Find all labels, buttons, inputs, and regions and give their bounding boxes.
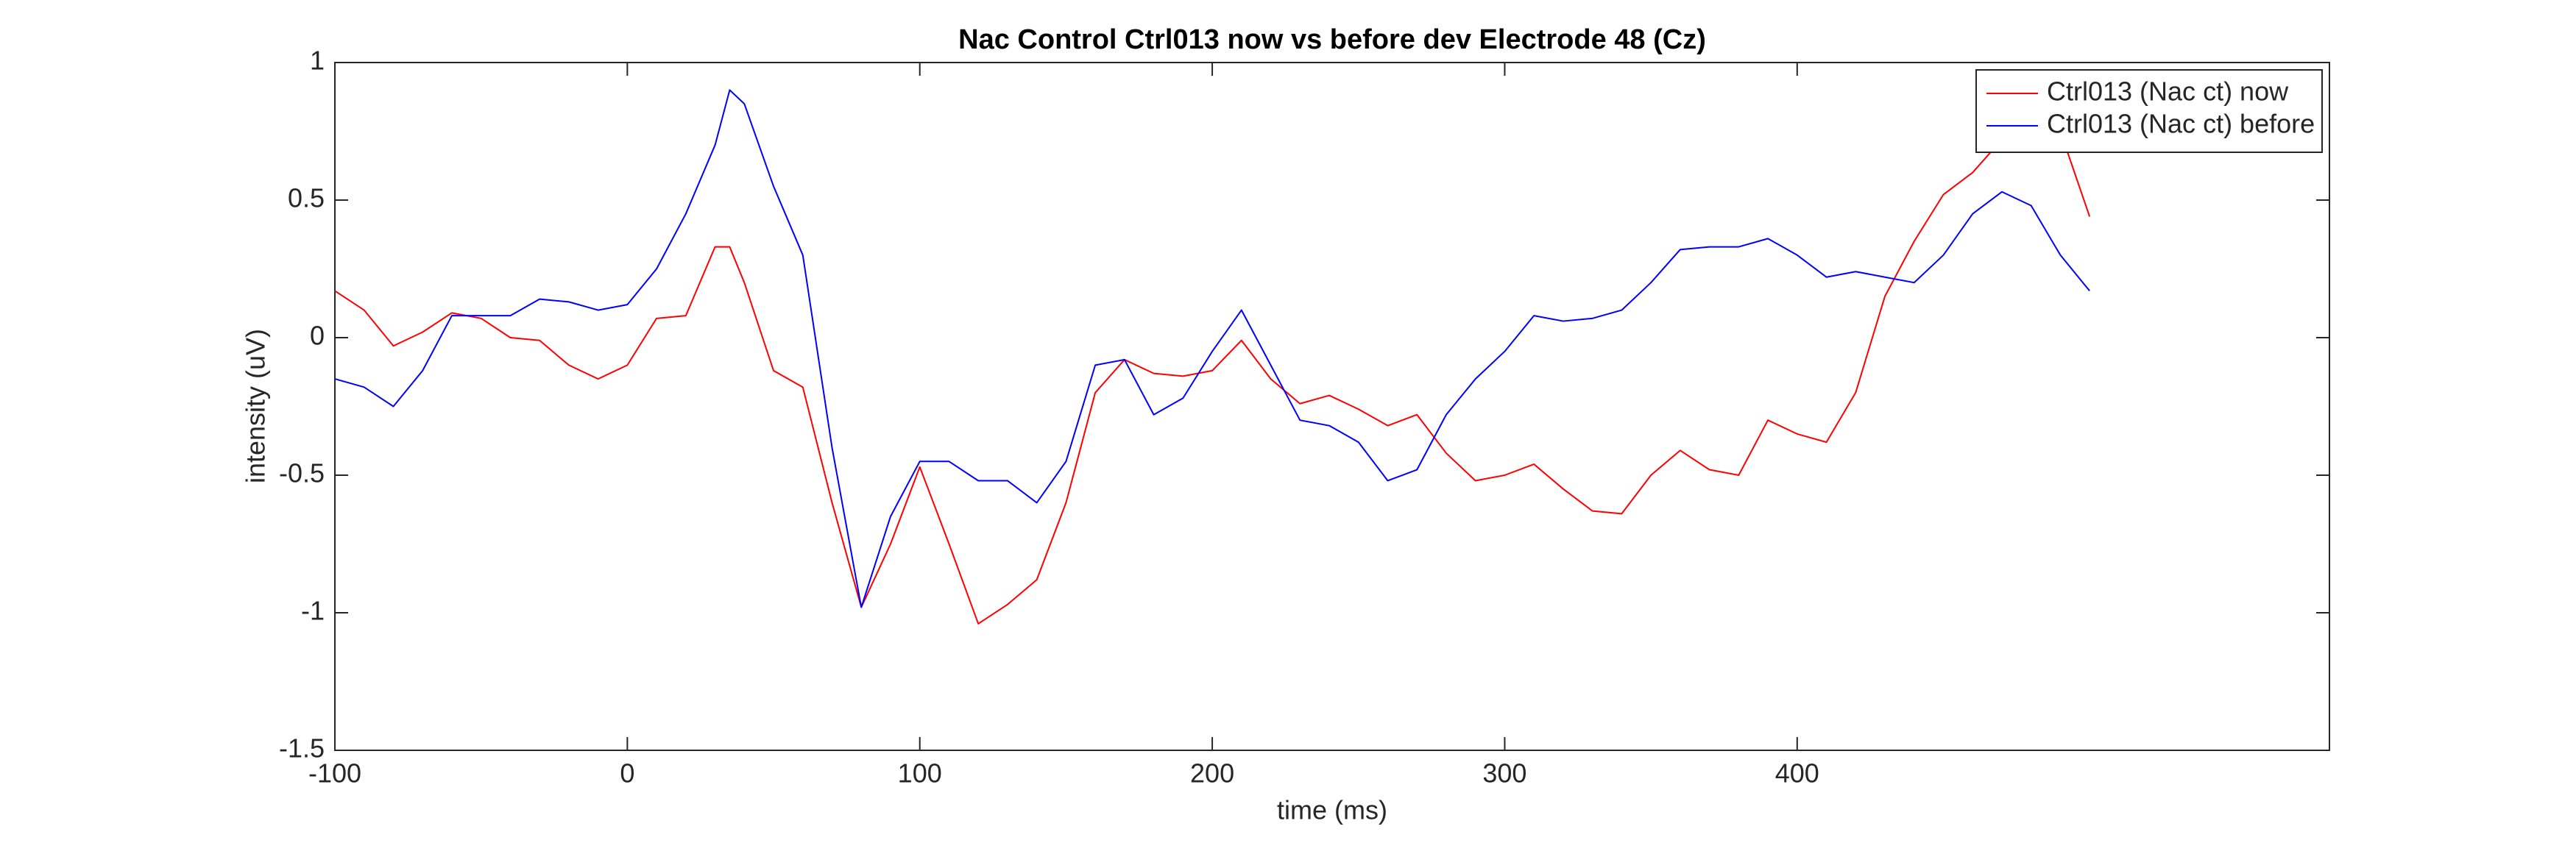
legend-label: Ctrl013 (Nac ct) before	[2047, 109, 2315, 139]
legend-label: Ctrl013 (Nac ct) now	[2047, 77, 2289, 107]
y-tick-label: -0.5	[279, 458, 325, 488]
y-tick-label: 0	[310, 321, 325, 351]
x-tick-label: 400	[1775, 758, 1819, 789]
y-axis-label: intensity (uV)	[241, 329, 271, 483]
y-tick-label: 1	[310, 46, 325, 76]
x-tick-label: 0	[620, 758, 634, 789]
y-tick-label: -1	[301, 596, 325, 626]
x-tick-label: 300	[1482, 758, 1526, 789]
chart-title: Nac Control Ctrl013 now vs before dev El…	[958, 24, 1706, 55]
data-line	[334, 89, 2090, 608]
x-axis-label: time (ms)	[1277, 795, 1387, 825]
x-tick-label: 100	[898, 758, 942, 789]
legend-box	[1975, 69, 2323, 153]
plot-area	[334, 62, 2330, 751]
y-tick-label: -1.5	[279, 733, 325, 764]
x-tick-label: 200	[1190, 758, 1234, 789]
x-tick-label: -100	[308, 758, 361, 789]
y-tick-label: 0.5	[288, 183, 325, 213]
